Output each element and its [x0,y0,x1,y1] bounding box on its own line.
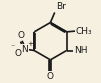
Text: Br: Br [56,2,66,11]
Text: O: O [18,31,25,40]
Text: O: O [47,72,54,81]
Text: +: + [27,41,33,47]
Text: ⁻: ⁻ [11,43,15,52]
Text: N: N [22,45,28,54]
Text: CH₃: CH₃ [76,27,93,36]
Text: NH: NH [74,46,87,55]
Text: O: O [14,49,21,58]
